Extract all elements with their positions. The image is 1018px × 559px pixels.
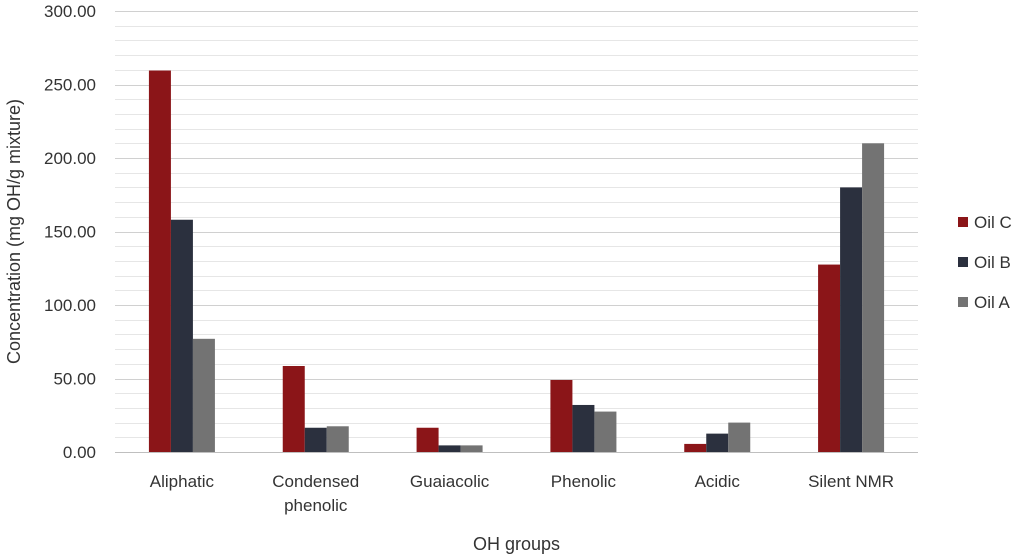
y-axis-ticks: 0.00 50.00 100.00 150.00 200.00 250.00 300.00 (44, 2, 96, 462)
bar (170, 219, 193, 452)
legend-swatch (958, 217, 968, 227)
y-tick-label: 300.00 (44, 2, 96, 21)
bar (728, 422, 751, 452)
x-tick-label: Silent NMR (808, 472, 894, 491)
bar (684, 443, 707, 452)
legend-swatch (958, 297, 968, 307)
bar (282, 366, 305, 452)
bar (550, 379, 573, 452)
y-tick-label: 50.00 (53, 370, 96, 389)
bar (594, 411, 617, 452)
bars (148, 70, 885, 453)
bar (326, 426, 349, 452)
bar (706, 433, 729, 452)
bar (304, 427, 327, 452)
y-tick-label: 100.00 (44, 296, 96, 315)
legend-label: Oil A (974, 293, 1011, 312)
bar (460, 445, 483, 452)
legend-label: Oil C (974, 213, 1012, 232)
bar (148, 70, 171, 452)
y-tick-label: 0.00 (63, 443, 96, 462)
y-tick-label: 250.00 (44, 76, 96, 95)
legend-label: Oil B (974, 253, 1011, 272)
x-tick-label: Condensed (272, 472, 359, 491)
x-axis-title: OH groups (473, 534, 560, 554)
legend: Oil C Oil B Oil A (958, 213, 1012, 312)
x-tick-label: Phenolic (551, 472, 617, 491)
y-axis-title: Concentration (mg OH/g mixture) (4, 99, 24, 364)
legend-swatch (958, 257, 968, 267)
bar (438, 445, 461, 452)
x-axis-ticks: Aliphatic Condensed phenolic Guaiacolic Phen… (150, 472, 894, 515)
bar (572, 404, 595, 452)
bar (416, 427, 439, 452)
bar (192, 338, 215, 452)
bar (862, 143, 885, 453)
x-tick-label: Aliphatic (150, 472, 215, 491)
bar (818, 264, 841, 452)
y-tick-label: 150.00 (44, 223, 96, 242)
y-tick-label: 200.00 (44, 149, 96, 168)
x-tick-label: phenolic (284, 496, 348, 515)
bar (840, 187, 863, 452)
x-tick-label: Guaiacolic (410, 472, 490, 491)
x-tick-label: Acidic (695, 472, 741, 491)
gridlines (115, 11, 918, 438)
